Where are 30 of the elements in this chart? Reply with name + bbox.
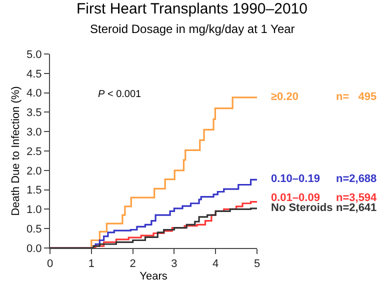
x-tick-label: 5 xyxy=(254,258,260,270)
x-tick-label: 4 xyxy=(212,258,219,270)
annotation: P < 0.001 xyxy=(98,89,142,100)
series-label: 0.10–0.19 xyxy=(271,173,320,185)
text: n=3,594 xyxy=(336,192,378,204)
series-label: No Steroids xyxy=(271,202,333,214)
x-tick-label: 0 xyxy=(46,258,54,270)
text: n=2,688 xyxy=(336,173,377,185)
y-tick-label: 3.0 xyxy=(26,126,42,138)
y-tick-label: 1.0 xyxy=(26,204,42,216)
x-tick-label: 2 xyxy=(130,258,136,270)
text: n= 495 xyxy=(336,91,377,103)
y-tick-label: 3.5 xyxy=(26,107,42,120)
x-axis-title: Years xyxy=(140,270,168,282)
y-tick-label: 1.5 xyxy=(26,184,42,197)
chart-title: First Heart Transplants 1990–2010 xyxy=(76,0,308,18)
y-tick-label: 0.0 xyxy=(26,242,42,255)
x-tick-label: 1 xyxy=(88,258,94,270)
chart-subtitle: Steroid Dosage in mg/kg/day at 1 Year xyxy=(90,22,295,36)
x-tick-label: 3 xyxy=(171,258,178,270)
y-tick-label: 0.5 xyxy=(26,223,42,236)
y-tick-label: 4.0 xyxy=(26,88,42,100)
y-tick-label: 2.5 xyxy=(26,146,42,158)
series-label: ≥0.20 xyxy=(271,91,298,103)
series-label: 0.01–0.09 xyxy=(271,192,320,204)
y-tick-label: 5.0 xyxy=(26,48,42,61)
y-axis-title: Death Due to Infection (%) xyxy=(10,86,22,216)
y-tick-label: 4.5 xyxy=(26,68,42,80)
text: n=2,641 xyxy=(336,202,377,214)
y-tick-label: 2.0 xyxy=(26,165,42,178)
